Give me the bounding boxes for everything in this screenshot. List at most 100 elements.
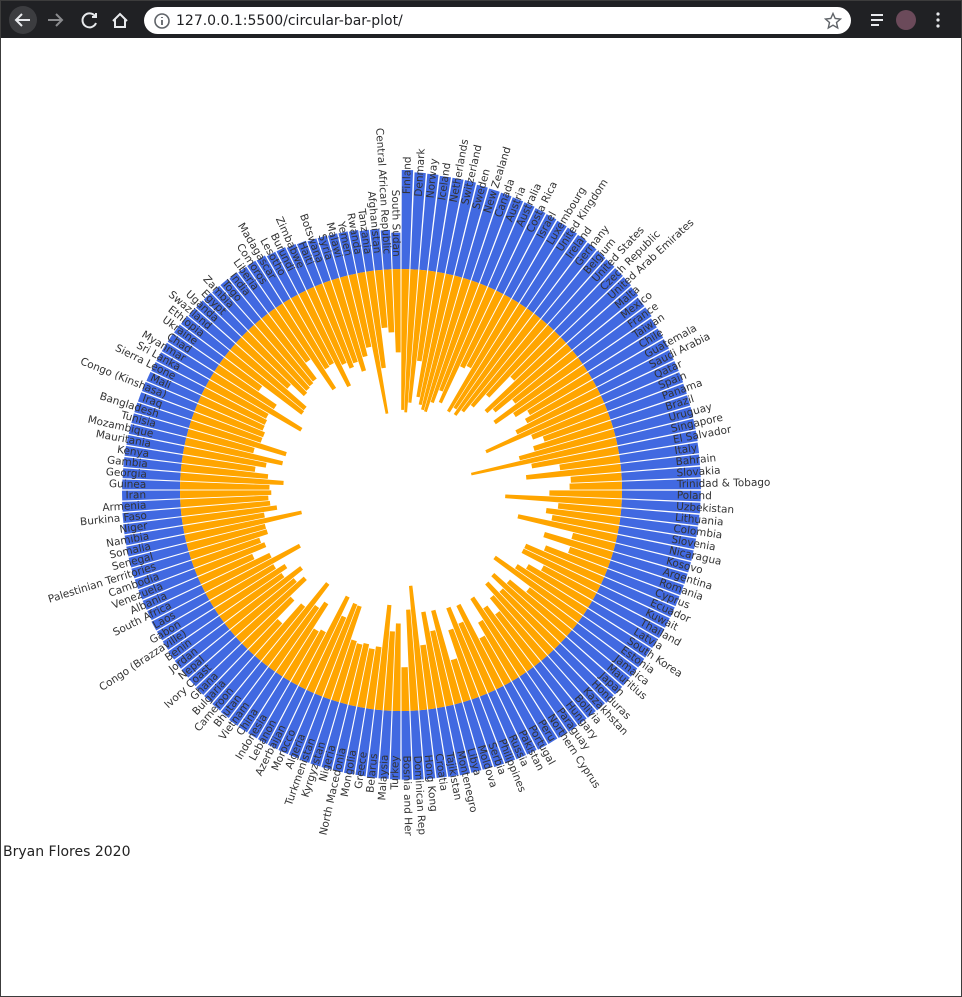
outer-bar [203, 292, 248, 337]
outer-bar [310, 699, 340, 767]
outer-bar [445, 704, 471, 776]
inner-bar [478, 619, 519, 682]
category-label: Lithuania [674, 512, 724, 529]
outer-bar [619, 442, 700, 463]
forward-button[interactable] [48, 13, 64, 27]
inner-bar [524, 379, 597, 424]
outer-bar [257, 681, 298, 745]
outer-bar [204, 649, 255, 703]
inner-bar [283, 298, 330, 370]
outer-bar [419, 709, 436, 780]
inner-bar [510, 330, 561, 381]
inner-bar [180, 490, 272, 499]
outer-bar [317, 235, 340, 281]
outer-bar [526, 234, 587, 314]
outer-bar [583, 318, 657, 372]
outer-bar [168, 615, 225, 660]
category-label: Italy [674, 442, 698, 457]
outer-bar [181, 316, 230, 357]
inner-bar [201, 387, 268, 425]
outer-bar [588, 600, 658, 648]
inner-bar [401, 667, 410, 711]
outer-bar [174, 324, 225, 365]
inner-bar [241, 330, 308, 397]
outer-bar [134, 402, 192, 429]
category-label: Slovakia [676, 465, 721, 480]
inner-bar [306, 615, 347, 694]
outer-bar [560, 277, 632, 344]
inner-bar [340, 643, 363, 705]
toolbar-icons [9, 6, 940, 34]
outer-bar [519, 672, 568, 739]
menu-dot[interactable] [936, 12, 940, 16]
inner-bar [448, 628, 479, 700]
outer-bar [167, 333, 219, 372]
inner-bar [450, 658, 471, 703]
inner-bar [248, 324, 310, 391]
category-label: Bahrain [675, 452, 717, 468]
inner-bar [524, 543, 605, 585]
outer-bar [188, 636, 242, 687]
category-label: Hong Kong [422, 754, 440, 812]
outer-bar [131, 551, 192, 579]
inner-bar [186, 429, 255, 454]
profile-avatar[interactable] [896, 10, 916, 30]
inner-bar [181, 505, 278, 525]
outer-bar [488, 202, 535, 291]
outer-bar [534, 661, 587, 725]
inner-bar [186, 523, 267, 551]
outer-bar [220, 661, 268, 719]
inner-bar [191, 537, 262, 568]
back-icon [14, 13, 30, 27]
outer-bar [577, 307, 652, 365]
inner-bar [214, 564, 288, 616]
outer-bar [547, 259, 615, 331]
address-bar[interactable]: 127.0.0.1:5500/circular-bar-plot/ [144, 7, 851, 34]
outer-bar [592, 593, 665, 639]
outer-bar [359, 229, 374, 272]
outer-bar [445, 180, 476, 276]
outer-bar [462, 188, 500, 281]
inner-bar [392, 269, 401, 353]
inner-bar [551, 514, 620, 534]
outer-bar [238, 266, 276, 314]
outer-bar [348, 230, 366, 274]
inner-bar [406, 609, 419, 711]
outer-bar [504, 214, 557, 299]
category-label: Guinea [109, 478, 146, 491]
inner-bar [374, 269, 388, 329]
reload-button[interactable] [81, 12, 97, 29]
inner-bar [545, 508, 621, 525]
outer-bar [124, 525, 185, 546]
outer-bar [122, 468, 181, 481]
outer-bar [471, 192, 512, 284]
outer-bar [583, 608, 651, 658]
outer-bar [621, 490, 701, 502]
category-label: Turkey [389, 755, 402, 790]
inner-bar [219, 357, 263, 392]
outer-bar [122, 499, 181, 512]
inner-bar [521, 548, 601, 593]
outer-bar [138, 568, 198, 600]
outer-bar [247, 260, 283, 308]
outer-bar [174, 623, 230, 669]
outer-bar [436, 177, 464, 274]
bookmark-star[interactable] [824, 12, 842, 30]
outer-bar [620, 454, 701, 472]
media-button[interactable] [871, 14, 883, 26]
inner-bar [224, 350, 305, 415]
outer-bar [131, 413, 189, 437]
outer-bar [123, 457, 182, 472]
inner-bar [182, 512, 265, 534]
outer-bar [141, 381, 198, 412]
outer-bar [560, 636, 623, 695]
category-label: Poland [677, 490, 712, 503]
outer-bar [554, 268, 623, 337]
outer-bar [519, 227, 578, 308]
home-button[interactable] [112, 12, 128, 28]
category-label: Armenia [102, 499, 147, 514]
inner-bar [525, 463, 622, 480]
author-credit: Bryan Flores 2020 [3, 844, 131, 860]
outer-bar [276, 247, 306, 295]
outer-bar [212, 655, 261, 711]
